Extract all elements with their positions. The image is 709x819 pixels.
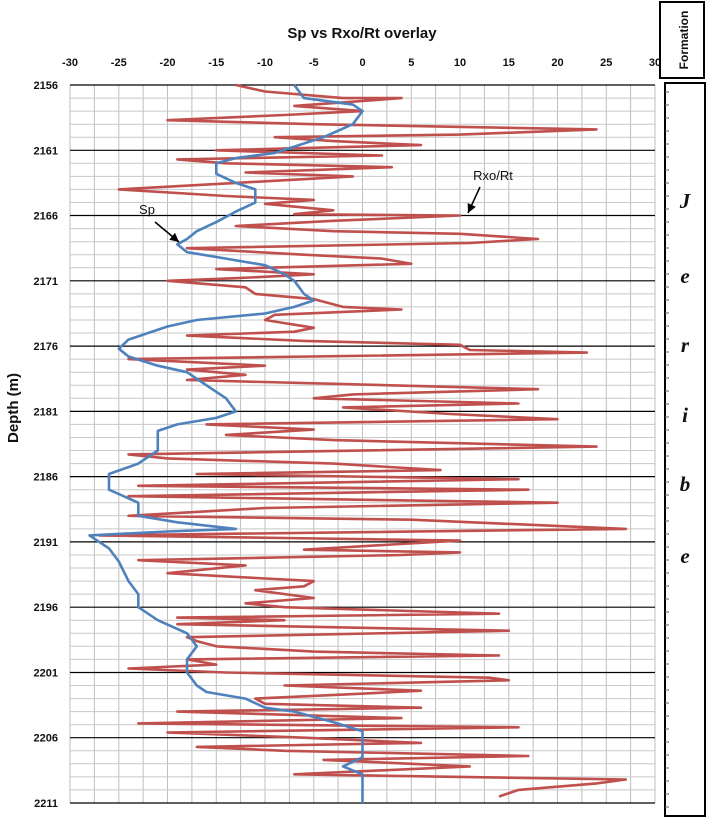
annotation-label: Sp [139, 202, 155, 217]
formation-letter: e [680, 264, 689, 288]
y-tick-label: 2211 [34, 798, 58, 810]
formation-letter: r [681, 333, 690, 357]
x-tick-labels: -30 -25 -20 -15 -10 -5 0 5 10 15 20 25 30 [62, 57, 661, 69]
formation-header: Formation [677, 11, 691, 70]
x-tick-label: -30 [62, 57, 78, 69]
formation-letter: b [680, 472, 691, 496]
formation-header-box [659, 1, 705, 79]
y-tick-label: 2166 [34, 211, 58, 223]
formation-letter: e [680, 544, 689, 568]
formation-letters: Je r i b e [665, 91, 692, 808]
x-tick-label: 30 [649, 57, 661, 69]
y-tick-label: 2196 [34, 602, 58, 614]
y-tick-label: 2191 [34, 537, 58, 549]
series-line-sp [88, 84, 364, 803]
x-tick-label: 25 [600, 57, 612, 69]
x-tick-label: -15 [208, 57, 224, 69]
annotation-arrow [154, 221, 180, 243]
x-tick-label: -10 [257, 57, 273, 69]
formation-panel: Formation Je r i b e [659, 1, 706, 817]
formation-letter: J [679, 189, 692, 213]
y-tick-label: 2171 [34, 276, 58, 288]
x-tick-label: 5 [408, 57, 414, 69]
y-tick-label: 2161 [34, 145, 58, 157]
y-tick-label: 2176 [34, 341, 58, 353]
y-tick-label: 2186 [34, 472, 58, 484]
annotation-label: Rxo/Rt [473, 168, 513, 183]
x-tick-label: -20 [160, 57, 176, 69]
x-tick-label: -25 [111, 57, 127, 69]
series-line-rxo-rt [98, 83, 628, 798]
formation-letter: i [682, 403, 688, 427]
x-tick-label: 0 [359, 57, 365, 69]
x-tick-label: -5 [309, 57, 319, 69]
y-tick-labels: 2156 2161 2166 2171 2176 2181 2186 2191 2196 2201… [34, 80, 58, 810]
x-tick-label: 20 [551, 57, 563, 69]
series-lines [88, 83, 628, 803]
formation-ticks [665, 91, 669, 808]
annotation-arrow [467, 186, 481, 214]
x-tick-label: 15 [503, 57, 515, 69]
formation-column [664, 82, 706, 817]
y-tick-label: 2181 [34, 406, 58, 418]
y-axis-label: Depth (m) [5, 373, 22, 443]
chart-title: Sp vs Rxo/Rt overlay [287, 25, 437, 42]
annotations: Sp Rxo/Rt [139, 168, 513, 243]
y-tick-label: 2156 [34, 80, 58, 92]
y-tick-label: 2206 [34, 733, 58, 745]
x-tick-label: 10 [454, 57, 466, 69]
y-tick-label: 2201 [34, 667, 58, 679]
